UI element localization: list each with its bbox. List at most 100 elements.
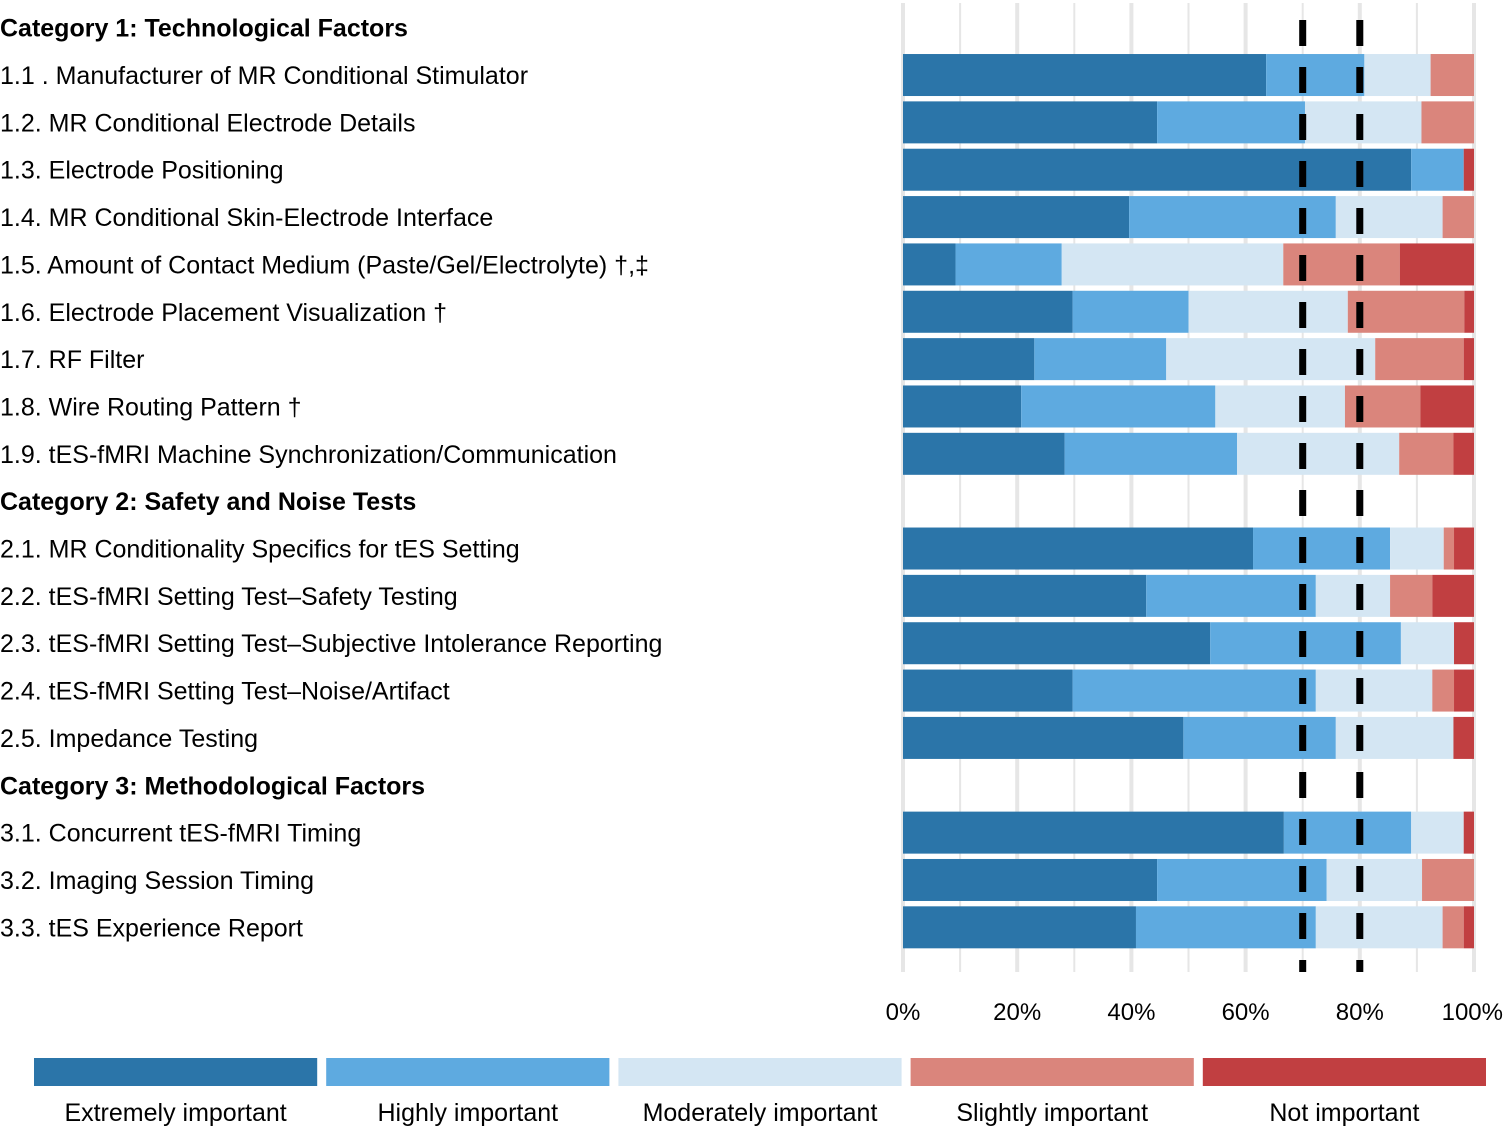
bar-segment bbox=[1463, 906, 1474, 949]
bar-segment bbox=[1432, 574, 1474, 617]
bar-segment bbox=[1422, 858, 1474, 901]
bar-segment bbox=[1454, 622, 1474, 665]
bar-segment bbox=[903, 574, 1147, 617]
item-label: 2.3. tES-fMRI Setting Test–Subjective In… bbox=[0, 630, 662, 658]
bar-segment bbox=[1315, 574, 1391, 617]
bar-segment bbox=[903, 101, 1158, 144]
bar-segment bbox=[903, 243, 956, 286]
bar-segment bbox=[1072, 290, 1189, 333]
item-label: 1.8. Wire Routing Pattern † bbox=[0, 393, 302, 421]
bar-segment bbox=[903, 54, 1267, 97]
bar-segment bbox=[1399, 243, 1474, 286]
legend-swatch bbox=[910, 1058, 1194, 1086]
bar-segment bbox=[1266, 54, 1365, 97]
item-label: 1.2. MR Conditional Electrode Details bbox=[0, 109, 415, 137]
bar-segment bbox=[1344, 385, 1421, 428]
item-label: 1.9. tES-fMRI Machine Synchronization/Co… bbox=[0, 441, 617, 469]
bar-segment bbox=[1390, 527, 1444, 570]
bar-segment bbox=[1454, 527, 1474, 570]
bar-segment bbox=[1421, 101, 1474, 144]
item-label: 2.4. tES-fMRI Setting Test–Noise/Artifac… bbox=[0, 678, 450, 706]
bar-segment bbox=[1411, 148, 1464, 191]
bar-segment bbox=[1400, 622, 1455, 665]
bar-segment bbox=[1347, 290, 1465, 333]
item-label: 2.1. MR Conditionality Specifics for tES… bbox=[0, 536, 520, 564]
bar-segment bbox=[1135, 906, 1316, 949]
bar-segment bbox=[1034, 338, 1167, 381]
x-tick-label: 100% bbox=[1442, 999, 1503, 1026]
bar-segment bbox=[1399, 432, 1454, 475]
x-tick-label: 20% bbox=[993, 999, 1041, 1026]
bar-segment bbox=[1463, 338, 1474, 381]
bar-segment bbox=[1326, 858, 1423, 901]
item-label: 3.3. tES Experience Report bbox=[0, 914, 303, 942]
bar-segment bbox=[1442, 906, 1464, 949]
bar-segment bbox=[1253, 527, 1391, 570]
bar-segment bbox=[1390, 574, 1433, 617]
bar-segment bbox=[1442, 196, 1474, 239]
bar-segment bbox=[1464, 290, 1474, 333]
bars bbox=[903, 54, 1474, 949]
bar-segment bbox=[955, 243, 1062, 286]
item-label: 1.6. Electrode Placement Visualization † bbox=[0, 299, 447, 327]
bar-segment bbox=[1375, 338, 1464, 381]
bar-segment bbox=[1064, 432, 1238, 475]
legend-swatch bbox=[326, 1058, 610, 1086]
bar-segment bbox=[903, 196, 1130, 239]
legend-label: Not important bbox=[1269, 1099, 1419, 1127]
x-tick-label: 60% bbox=[1222, 999, 1270, 1026]
reference-lines bbox=[1299, 20, 1364, 972]
bar-segment bbox=[903, 527, 1254, 570]
bar-segment bbox=[1463, 148, 1474, 191]
item-label: 3.2. Imaging Session Timing bbox=[0, 867, 314, 895]
bar-segment bbox=[1463, 811, 1474, 854]
bar-segment bbox=[1188, 290, 1348, 333]
legend-label: Highly important bbox=[377, 1099, 558, 1127]
legend-swatch bbox=[618, 1058, 902, 1086]
legend-label: Extremely important bbox=[64, 1099, 286, 1127]
bar-segment bbox=[1166, 338, 1376, 381]
bar-segment bbox=[1157, 858, 1327, 901]
x-axis: 0% 20% 40% 60% 80% 100% bbox=[886, 999, 1503, 1026]
bar-segment bbox=[903, 622, 1211, 665]
bar-segment bbox=[1432, 669, 1455, 712]
category-label: Category 3: Methodological Factors bbox=[0, 772, 425, 800]
bar-segment bbox=[903, 148, 1412, 191]
row-labels: Category 1: Technological Factors 1.1 . M… bbox=[0, 15, 662, 943]
bar-segment bbox=[903, 385, 1022, 428]
legend: Extremely important Highly important Moder… bbox=[34, 1058, 1486, 1127]
x-tick-label: 0% bbox=[886, 999, 921, 1026]
category-label: Category 2: Safety and Noise Tests bbox=[0, 488, 416, 516]
item-label: 1.5. Amount of Contact Medium (Paste/Gel… bbox=[0, 251, 649, 279]
bar-segment bbox=[1453, 432, 1474, 475]
item-label: 3.1. Concurrent tES-fMRI Timing bbox=[0, 820, 361, 848]
bar-segment bbox=[903, 906, 1136, 949]
bar-segment bbox=[903, 716, 1184, 759]
legend-swatch bbox=[1202, 1058, 1486, 1086]
bar-segment bbox=[1335, 716, 1454, 759]
bar-segment bbox=[903, 338, 1035, 381]
bar-segment bbox=[1215, 385, 1345, 428]
bar-segment bbox=[1364, 54, 1431, 97]
bar-segment bbox=[1453, 716, 1474, 759]
bar-segment bbox=[1157, 101, 1305, 144]
legend-label: Moderately important bbox=[643, 1099, 878, 1127]
bar-segment bbox=[903, 669, 1073, 712]
bar-segment bbox=[1315, 906, 1443, 949]
item-label: 2.2. tES-fMRI Setting Test–Safety Testin… bbox=[0, 583, 458, 611]
category-label: Category 1: Technological Factors bbox=[0, 15, 408, 43]
bar-segment bbox=[1021, 385, 1216, 428]
bar-segment bbox=[1146, 574, 1316, 617]
bar-segment bbox=[1430, 54, 1474, 97]
bar-segment bbox=[1061, 243, 1284, 286]
bar-segment bbox=[1335, 196, 1443, 239]
bar-segment bbox=[1237, 432, 1400, 475]
item-label: 1.3. Electrode Positioning bbox=[0, 157, 284, 185]
x-tick-label: 80% bbox=[1336, 999, 1384, 1026]
item-label: 2.5. Impedance Testing bbox=[0, 725, 258, 753]
bar-segment bbox=[1454, 669, 1474, 712]
bar-segment bbox=[903, 811, 1284, 854]
item-label: 1.7. RF Filter bbox=[0, 346, 144, 374]
bar-segment bbox=[1420, 385, 1474, 428]
